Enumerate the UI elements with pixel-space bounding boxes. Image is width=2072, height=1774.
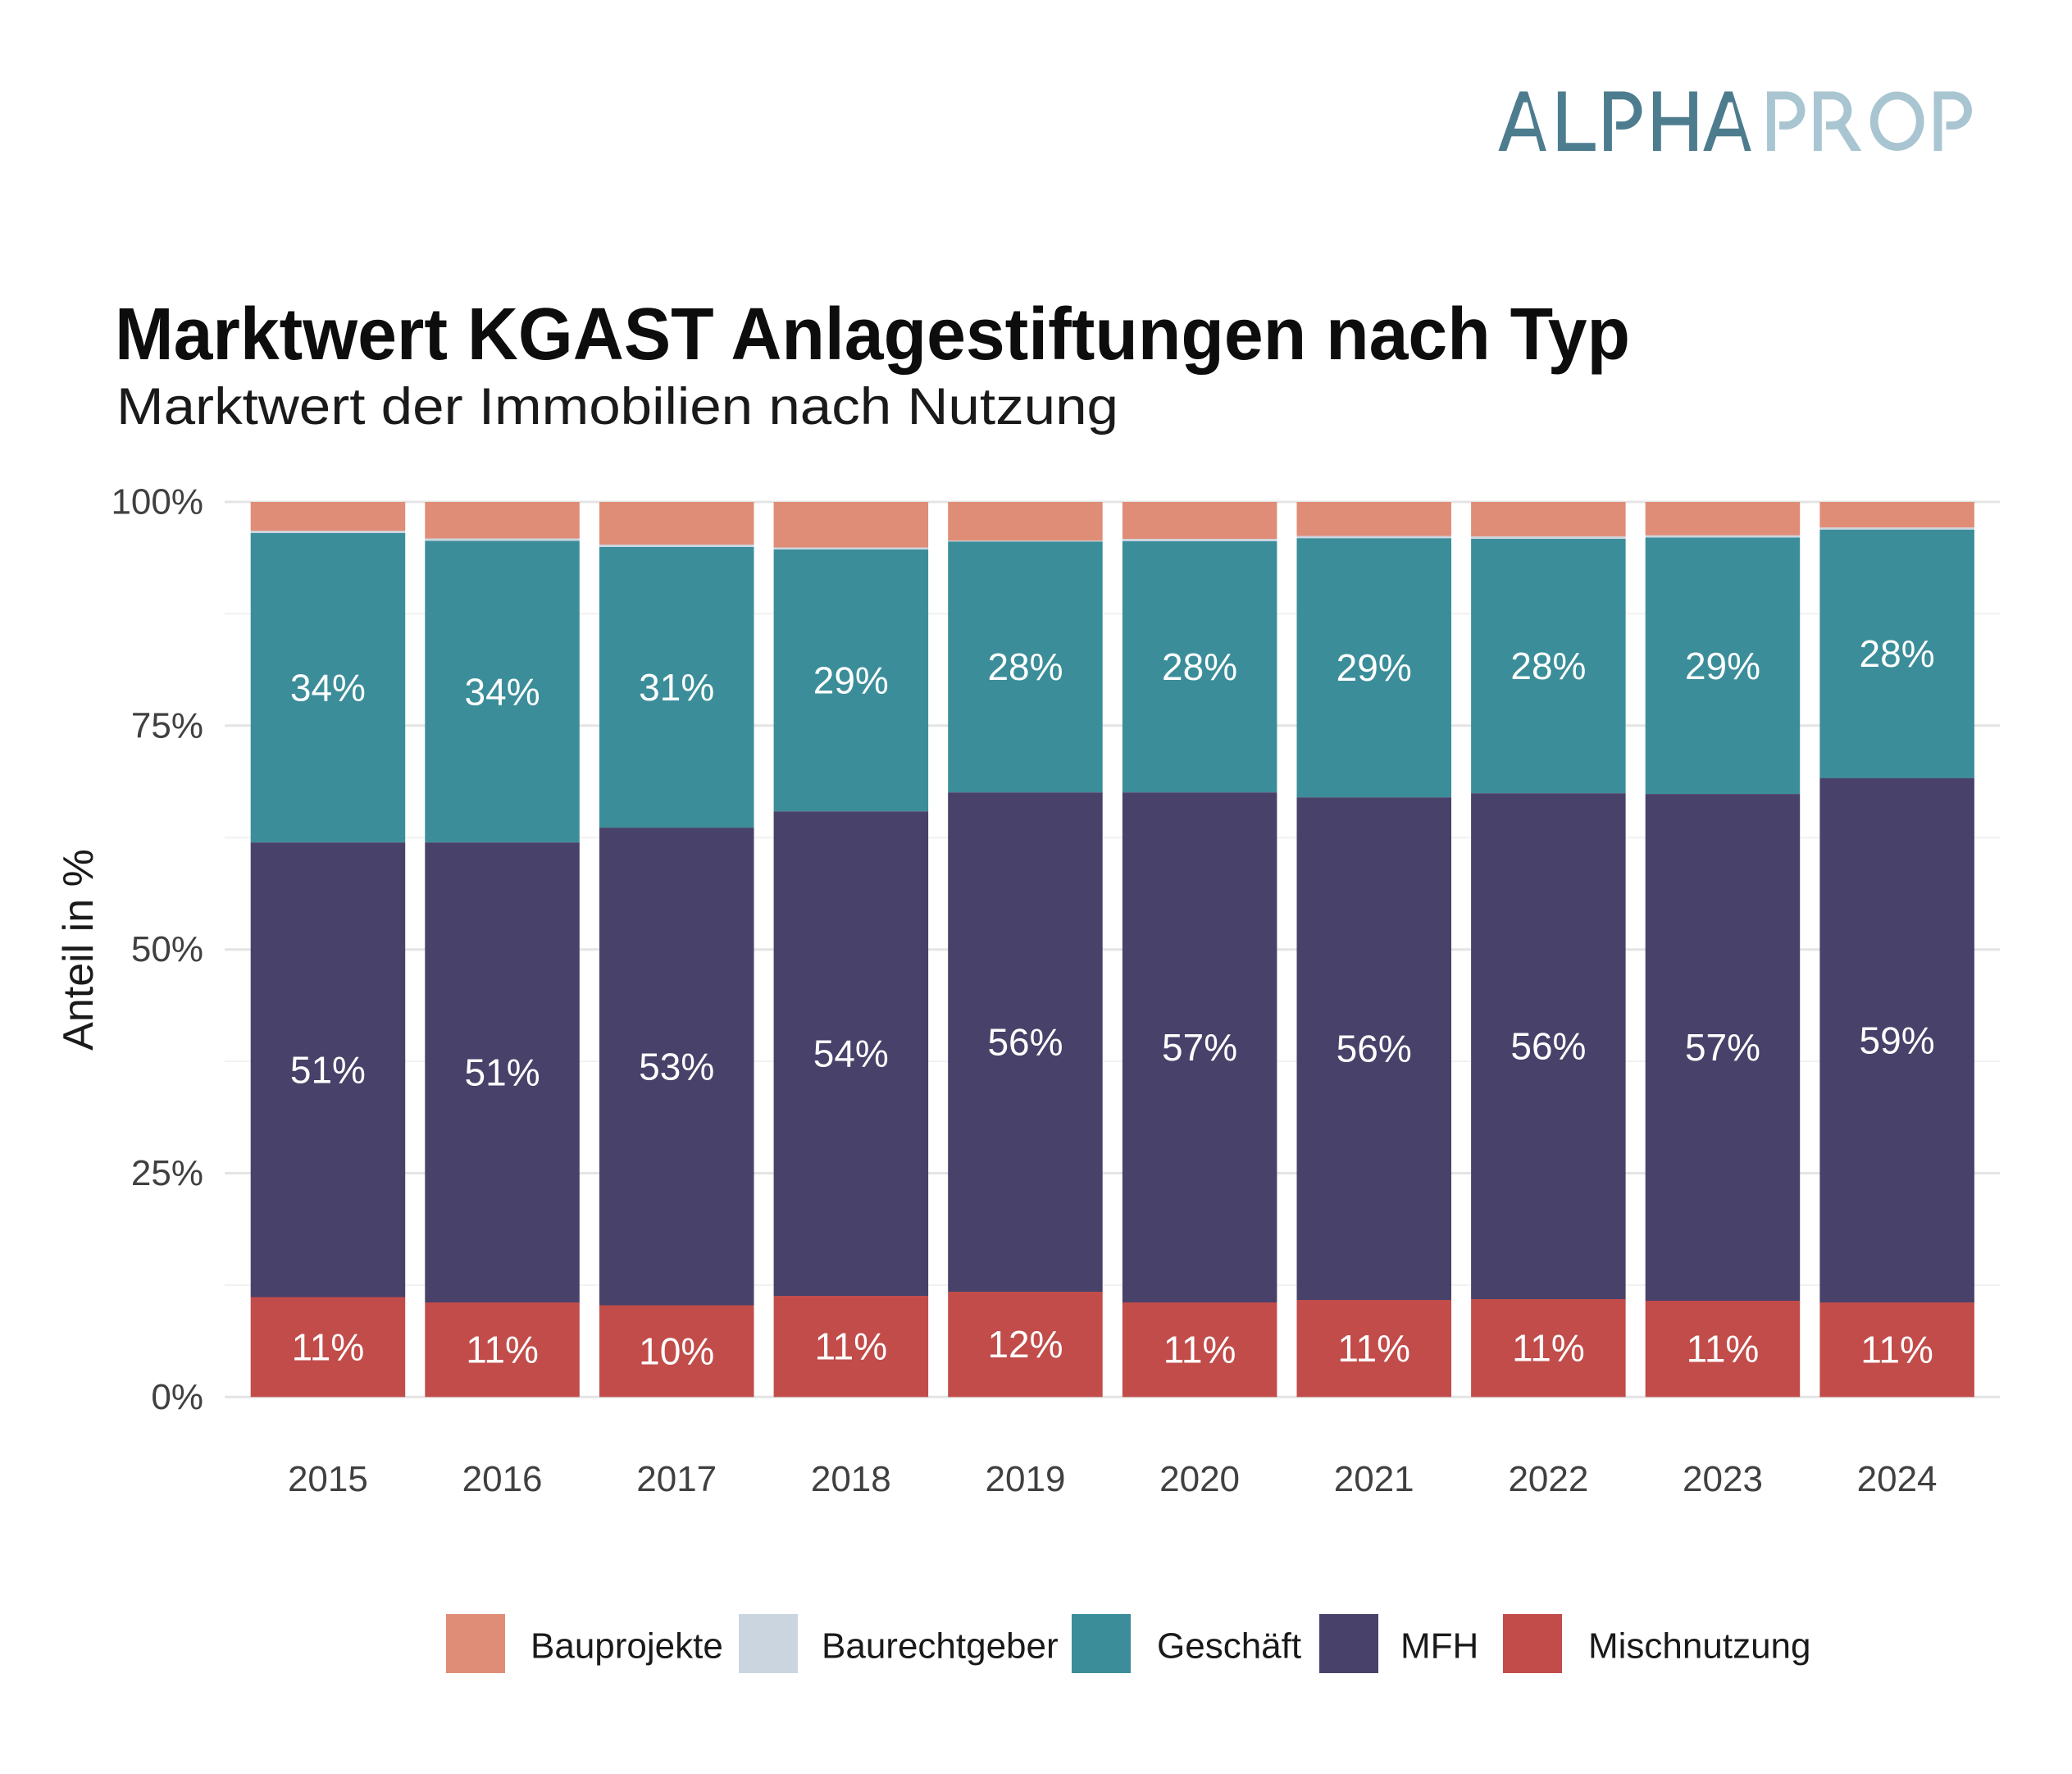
svg-text:29%: 29% xyxy=(813,659,889,702)
svg-text:2020: 2020 xyxy=(1159,1459,1240,1499)
svg-text:28%: 28% xyxy=(1510,645,1586,687)
svg-text:10%: 10% xyxy=(639,1329,714,1372)
svg-text:31%: 31% xyxy=(639,666,714,709)
svg-text:28%: 28% xyxy=(1162,645,1237,688)
svg-text:28%: 28% xyxy=(987,645,1063,688)
svg-text:34%: 34% xyxy=(465,670,540,713)
svg-text:Anteil in %: Anteil in % xyxy=(55,849,102,1051)
svg-text:54%: 54% xyxy=(813,1033,889,1075)
svg-text:Geschäft: Geschäft xyxy=(1157,1626,1301,1667)
svg-text:57%: 57% xyxy=(1162,1026,1237,1069)
svg-text:11%: 11% xyxy=(1512,1327,1585,1370)
svg-text:51%: 51% xyxy=(290,1048,366,1091)
svg-text:2022: 2022 xyxy=(1508,1459,1588,1499)
svg-text:Marktwert der Immobilien nach: Marktwert der Immobilien nach Nutzung xyxy=(116,378,1118,436)
svg-text:100%: 100% xyxy=(111,482,203,522)
svg-text:25%: 25% xyxy=(131,1153,203,1193)
svg-text:28%: 28% xyxy=(1860,632,1935,675)
svg-text:2023: 2023 xyxy=(1683,1459,1763,1499)
svg-text:Marktwert KGAST Anlagestiftung: Marktwert KGAST Anlagestiftungen nach Ty… xyxy=(115,294,1630,376)
svg-text:11%: 11% xyxy=(1164,1329,1236,1371)
svg-text:2016: 2016 xyxy=(462,1459,543,1499)
svg-text:56%: 56% xyxy=(987,1021,1063,1064)
svg-text:11%: 11% xyxy=(1337,1327,1410,1370)
svg-text:2017: 2017 xyxy=(636,1459,717,1499)
svg-text:11%: 11% xyxy=(1687,1328,1760,1370)
svg-text:2015: 2015 xyxy=(288,1459,368,1499)
svg-text:57%: 57% xyxy=(1685,1026,1760,1069)
svg-text:Baurechtgeber: Baurechtgeber xyxy=(822,1626,1059,1667)
svg-text:11%: 11% xyxy=(466,1329,539,1371)
svg-text:0%: 0% xyxy=(151,1377,203,1417)
svg-text:56%: 56% xyxy=(1510,1025,1586,1068)
svg-text:2021: 2021 xyxy=(1334,1459,1414,1499)
svg-text:34%: 34% xyxy=(290,667,366,709)
svg-text:Mischnutzung: Mischnutzung xyxy=(1588,1626,1810,1667)
svg-text:11%: 11% xyxy=(292,1325,365,1368)
svg-text:12%: 12% xyxy=(987,1323,1063,1366)
svg-text:59%: 59% xyxy=(1860,1019,1935,1061)
svg-text:50%: 50% xyxy=(131,929,203,969)
svg-text:Bauprojekte: Bauprojekte xyxy=(531,1626,723,1667)
svg-text:53%: 53% xyxy=(639,1045,714,1088)
svg-text:MFH: MFH xyxy=(1400,1626,1478,1667)
svg-text:2019: 2019 xyxy=(986,1459,1066,1499)
svg-text:2024: 2024 xyxy=(1857,1459,1938,1499)
svg-text:29%: 29% xyxy=(1337,646,1412,689)
svg-text:75%: 75% xyxy=(131,705,203,746)
svg-text:2018: 2018 xyxy=(811,1459,891,1499)
svg-text:29%: 29% xyxy=(1685,645,1760,687)
svg-text:11%: 11% xyxy=(1860,1329,1933,1371)
svg-text:11%: 11% xyxy=(814,1325,887,1368)
svg-text:56%: 56% xyxy=(1337,1028,1412,1070)
svg-text:51%: 51% xyxy=(465,1051,540,1094)
